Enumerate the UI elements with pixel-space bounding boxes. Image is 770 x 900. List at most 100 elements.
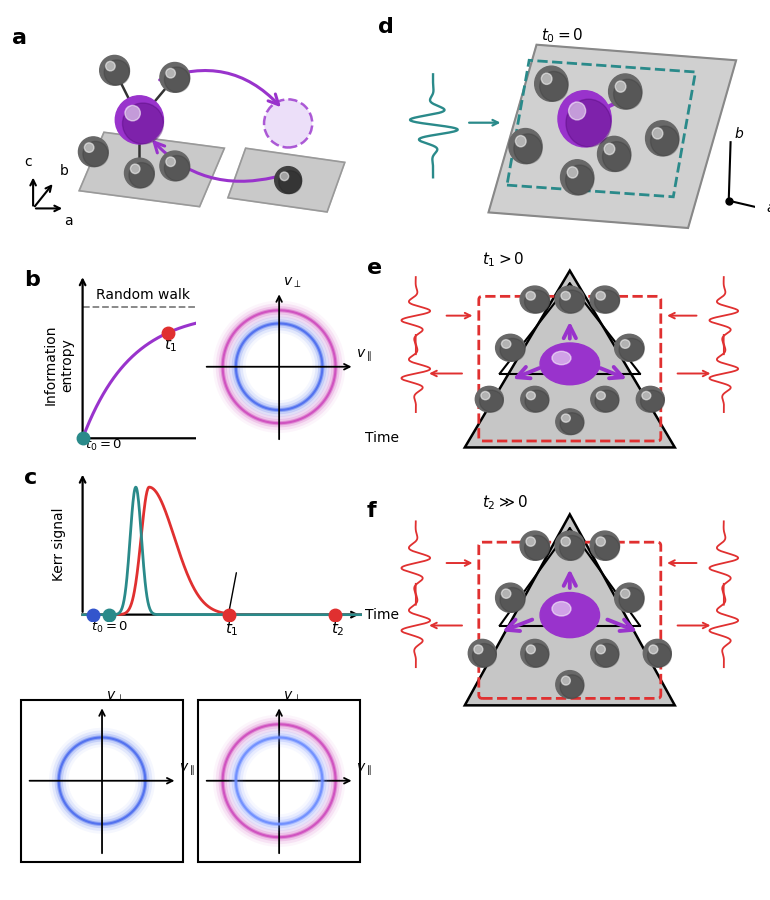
Text: $a$: $a$	[765, 202, 770, 215]
Text: c: c	[24, 468, 37, 488]
Circle shape	[619, 588, 644, 612]
Circle shape	[525, 644, 549, 667]
Circle shape	[567, 166, 578, 178]
Text: Random walk: Random walk	[96, 288, 190, 302]
Polygon shape	[228, 148, 345, 212]
Circle shape	[642, 392, 651, 400]
Circle shape	[122, 103, 163, 144]
Circle shape	[568, 102, 586, 120]
Circle shape	[615, 81, 626, 92]
Text: e: e	[367, 257, 382, 278]
Circle shape	[649, 645, 658, 653]
Circle shape	[520, 531, 550, 560]
Circle shape	[129, 163, 154, 188]
Circle shape	[596, 537, 605, 546]
Text: $v_{\parallel}$: $v_{\parallel}$	[357, 761, 372, 778]
Circle shape	[99, 56, 129, 86]
Circle shape	[496, 583, 525, 612]
Text: Time: Time	[364, 608, 399, 622]
Circle shape	[473, 644, 497, 667]
Text: $v_{\perp}$: $v_{\perp}$	[283, 689, 301, 704]
Circle shape	[643, 639, 671, 667]
Text: c: c	[24, 156, 32, 169]
Circle shape	[591, 386, 619, 412]
Circle shape	[556, 409, 584, 435]
Text: $v_{\perp}$: $v_{\perp}$	[105, 689, 124, 704]
Ellipse shape	[552, 601, 571, 616]
Circle shape	[527, 392, 535, 400]
Ellipse shape	[552, 351, 571, 364]
Circle shape	[166, 68, 176, 78]
Circle shape	[590, 531, 620, 560]
Text: $t_0 = 0$: $t_0 = 0$	[85, 437, 122, 453]
Circle shape	[524, 290, 550, 313]
Circle shape	[555, 286, 584, 313]
Circle shape	[604, 143, 614, 155]
Circle shape	[79, 137, 109, 166]
Circle shape	[560, 290, 584, 313]
Circle shape	[614, 334, 644, 361]
Circle shape	[597, 392, 605, 400]
Circle shape	[160, 151, 189, 181]
Circle shape	[561, 160, 594, 194]
Ellipse shape	[540, 592, 600, 637]
Text: $t_1$: $t_1$	[163, 335, 177, 354]
Circle shape	[621, 589, 630, 598]
Text: a: a	[64, 213, 73, 228]
Circle shape	[166, 157, 176, 166]
Circle shape	[474, 645, 483, 653]
Circle shape	[501, 339, 511, 348]
Polygon shape	[465, 515, 675, 706]
Text: $v_{\parallel}$: $v_{\parallel}$	[357, 347, 372, 364]
Text: $t_2$: $t_2$	[331, 620, 345, 638]
Text: $t_2 \gg 0$: $t_2 \gg 0$	[482, 493, 528, 512]
Circle shape	[560, 536, 584, 560]
Circle shape	[608, 74, 642, 109]
Circle shape	[614, 583, 644, 612]
Text: b: b	[60, 165, 69, 178]
Circle shape	[648, 644, 671, 667]
Circle shape	[521, 639, 549, 667]
Circle shape	[641, 391, 665, 412]
Polygon shape	[465, 271, 675, 447]
Circle shape	[264, 99, 312, 148]
Polygon shape	[79, 132, 224, 207]
Text: $b$: $b$	[735, 126, 745, 141]
Circle shape	[500, 588, 525, 612]
Circle shape	[560, 675, 584, 698]
Circle shape	[125, 158, 154, 188]
Text: a: a	[12, 28, 27, 48]
Circle shape	[160, 62, 189, 92]
Circle shape	[652, 128, 663, 139]
Text: b: b	[24, 270, 40, 290]
Circle shape	[524, 536, 550, 560]
Circle shape	[594, 536, 620, 560]
Circle shape	[480, 391, 504, 412]
Circle shape	[475, 386, 504, 412]
Circle shape	[164, 67, 189, 92]
Circle shape	[526, 292, 535, 300]
Text: $t_1 > 0$: $t_1 > 0$	[482, 250, 525, 269]
Circle shape	[105, 61, 116, 71]
Circle shape	[614, 79, 642, 109]
Circle shape	[565, 165, 594, 195]
Circle shape	[527, 645, 535, 653]
Circle shape	[636, 386, 665, 412]
Circle shape	[526, 537, 535, 546]
Text: $v_{\perp}$: $v_{\perp}$	[283, 275, 301, 290]
Circle shape	[130, 164, 140, 174]
Circle shape	[83, 141, 109, 166]
Circle shape	[560, 413, 584, 435]
Circle shape	[116, 95, 163, 144]
Circle shape	[602, 141, 631, 171]
Text: Time: Time	[364, 431, 399, 446]
Circle shape	[468, 639, 497, 667]
Text: Information
entropy: Information entropy	[44, 325, 74, 405]
Text: $t_2$: $t_2$	[325, 314, 338, 333]
Circle shape	[596, 292, 605, 300]
Text: f: f	[367, 500, 377, 520]
Circle shape	[621, 339, 630, 348]
Text: $t_0 = 0$: $t_0 = 0$	[91, 620, 128, 634]
Circle shape	[275, 166, 302, 194]
FancyBboxPatch shape	[192, 280, 366, 454]
